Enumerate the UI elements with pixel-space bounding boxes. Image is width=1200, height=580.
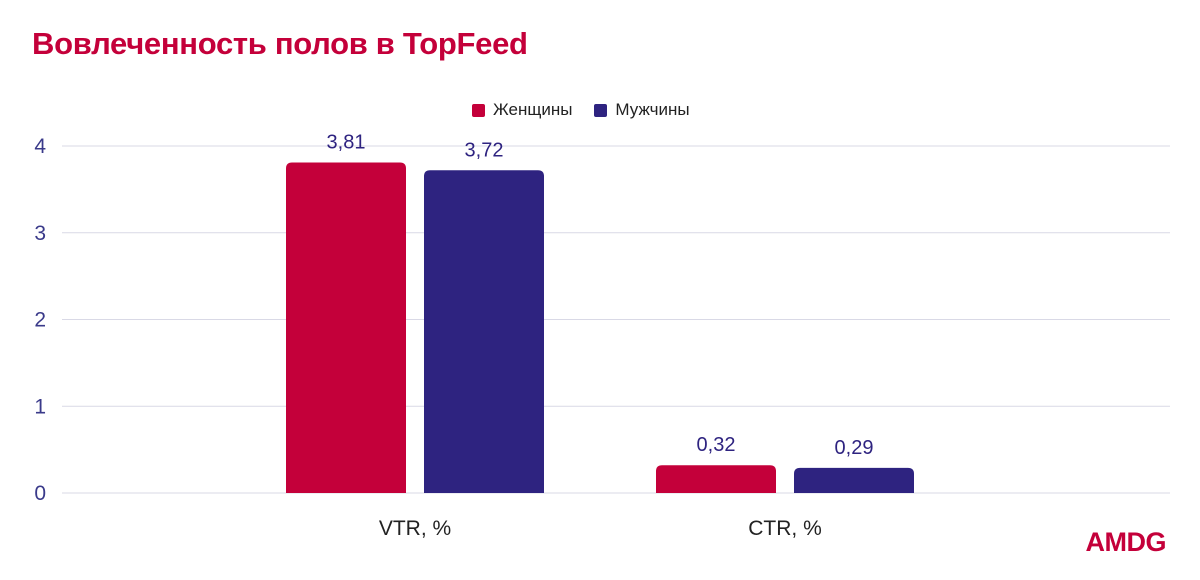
y-tick-label: 2 (34, 309, 46, 332)
legend-label-men: Мужчины (615, 100, 690, 119)
legend: Женщины Мужчины (472, 100, 712, 120)
legend-swatch-men (594, 103, 608, 117)
legend-item-men: Мужчины (594, 100, 690, 120)
legend-item-women: Женщины (472, 100, 572, 120)
bar (656, 465, 776, 493)
legend-label-women: Женщины (493, 100, 573, 119)
bar (286, 162, 406, 494)
y-tick-label: 1 (34, 395, 46, 418)
bar (794, 467, 914, 493)
chart-title: Вовлеченность полов в TopFeed (32, 26, 528, 61)
x-tick-label: VTR, % (379, 517, 451, 540)
data-label: 0,29 (835, 437, 874, 459)
bar (424, 170, 544, 494)
amdg-logo: AMDG (1085, 527, 1167, 557)
data-label: 3,81 (327, 131, 366, 153)
data-label: 3,72 (465, 139, 504, 161)
legend-swatch-women (472, 103, 485, 117)
x-tick-label: CTR, % (748, 517, 822, 540)
y-tick-label: 4 (34, 135, 46, 158)
y-tick-label: 0 (34, 482, 46, 505)
data-label: 0,32 (697, 434, 736, 456)
y-tick-label: 3 (34, 222, 46, 245)
